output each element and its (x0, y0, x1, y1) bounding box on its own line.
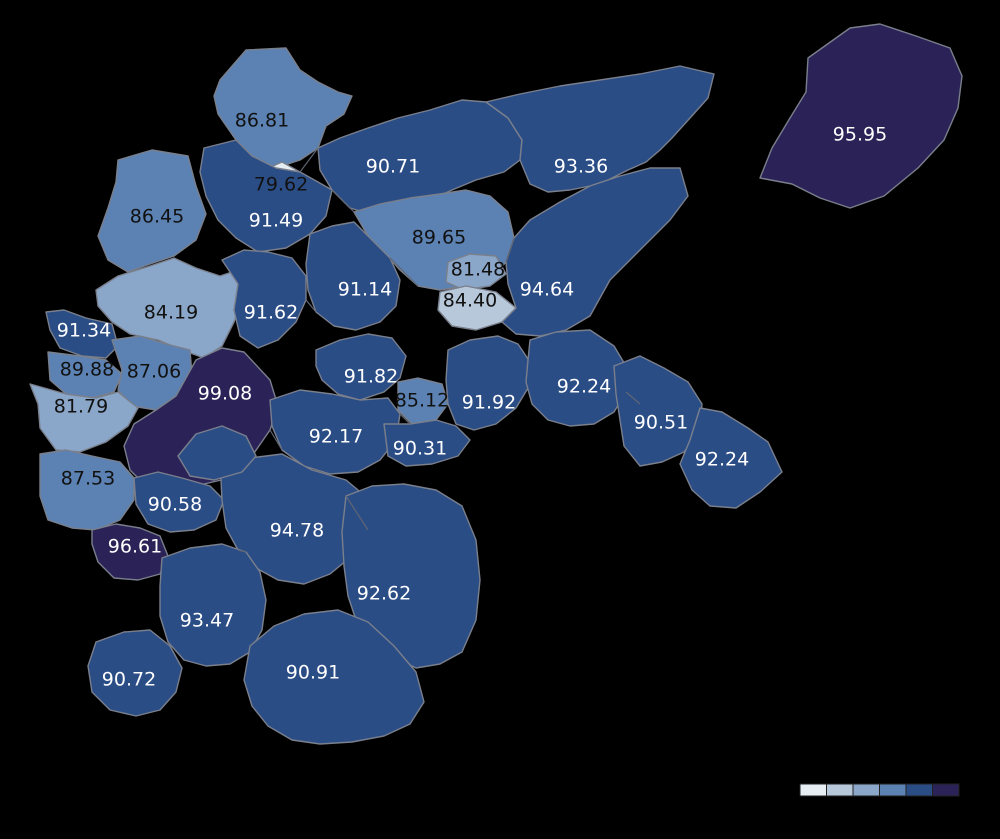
internal-border-line (331, 189, 355, 213)
region-21 (445, 335, 531, 431)
region-value-label: 92.24 (695, 449, 749, 471)
region-32 (341, 483, 481, 669)
internal-border-line (625, 391, 641, 405)
region-30 (219, 453, 371, 585)
region-value-label: 90.91 (286, 662, 340, 684)
region-35 (243, 609, 425, 745)
region-value-label: 96.61 (108, 536, 162, 558)
region-value-label: 84.19 (144, 302, 198, 324)
region-16 (47, 351, 123, 399)
region-29 (133, 471, 225, 533)
region-1 (213, 47, 353, 169)
internal-border-line (345, 495, 369, 531)
region-value-label: 87.06 (127, 361, 181, 383)
region-value-label: 85.12 (395, 390, 449, 412)
region-value-label: 84.40 (443, 290, 497, 312)
legend-swatch (932, 783, 960, 797)
region-value-label: 91.34 (57, 320, 111, 342)
region-value-label: 79.62 (254, 174, 308, 196)
internal-border-line (237, 549, 247, 553)
region-9 (445, 253, 507, 291)
region-26 (613, 355, 703, 467)
region-15 (45, 309, 119, 359)
legend-swatch (852, 783, 880, 797)
region-labels: 86.81 79.62 90.71 93.36 95.95 86.45 91.49 89.65… (54, 110, 887, 691)
region-7 (199, 139, 333, 253)
region-value-label: 91.49 (249, 210, 303, 232)
region-4 (485, 65, 715, 193)
region-31 (91, 523, 169, 581)
region-value-label: 95.95 (833, 124, 887, 146)
region-6 (97, 149, 207, 273)
region-25 (383, 419, 471, 467)
legend-swatch (879, 783, 907, 797)
region-5 (759, 23, 963, 209)
region-value-label: 91.14 (338, 279, 392, 301)
region-12 (95, 257, 245, 359)
region-value-label: 81.79 (54, 396, 108, 418)
region-28 (39, 449, 135, 531)
region-value-label: 94.64 (520, 279, 574, 301)
legend-swatch (905, 783, 933, 797)
region-value-label: 94.78 (270, 520, 324, 542)
legend-swatch (799, 783, 827, 797)
region-value-label: 91.92 (462, 392, 516, 414)
region-27 (679, 407, 783, 509)
enclave-region (177, 425, 257, 481)
internal-borders (237, 147, 641, 553)
region-value-label: 92.24 (557, 376, 611, 398)
region-value-label: 92.62 (357, 583, 411, 605)
region-value-label: 90.71 (366, 156, 420, 178)
region-23 (29, 383, 139, 453)
region-value-label: 90.72 (102, 669, 156, 691)
region-11 (501, 167, 689, 337)
internal-border-line (399, 413, 411, 425)
region-value-label: 93.47 (180, 610, 234, 632)
region-value-label: 91.82 (344, 366, 398, 388)
regions-layer (29, 23, 963, 745)
region-value-label: 92.17 (309, 426, 363, 448)
internal-border-line (305, 299, 317, 313)
region-value-label: 81.48 (451, 259, 505, 281)
region-value-label: 90.58 (148, 494, 202, 516)
region-value-label: 89.88 (60, 359, 114, 381)
internal-border-line (389, 257, 419, 287)
internal-border-line (505, 237, 515, 263)
internal-border-line (299, 147, 319, 173)
region-value-label: 99.08 (198, 383, 252, 405)
region-value-label: 93.36 (554, 156, 608, 178)
color-legend (799, 783, 960, 797)
region-34 (87, 629, 183, 717)
region-3 (317, 99, 523, 215)
region-value-label: 89.65 (412, 227, 466, 249)
region-20 (397, 377, 449, 425)
region-19 (315, 333, 407, 401)
region-14 (305, 221, 401, 331)
region-value-label: 90.51 (634, 412, 688, 434)
region-13 (221, 249, 307, 349)
legend-swatch (826, 783, 854, 797)
internal-border-line (269, 429, 283, 451)
region-22 (525, 329, 627, 427)
region-value-label: 86.45 (130, 206, 184, 228)
region-value-label: 91.62 (244, 302, 298, 324)
region-value-label: 90.31 (393, 438, 447, 460)
region-value-label: 86.81 (235, 110, 289, 132)
region-value-label: 87.53 (61, 468, 115, 490)
